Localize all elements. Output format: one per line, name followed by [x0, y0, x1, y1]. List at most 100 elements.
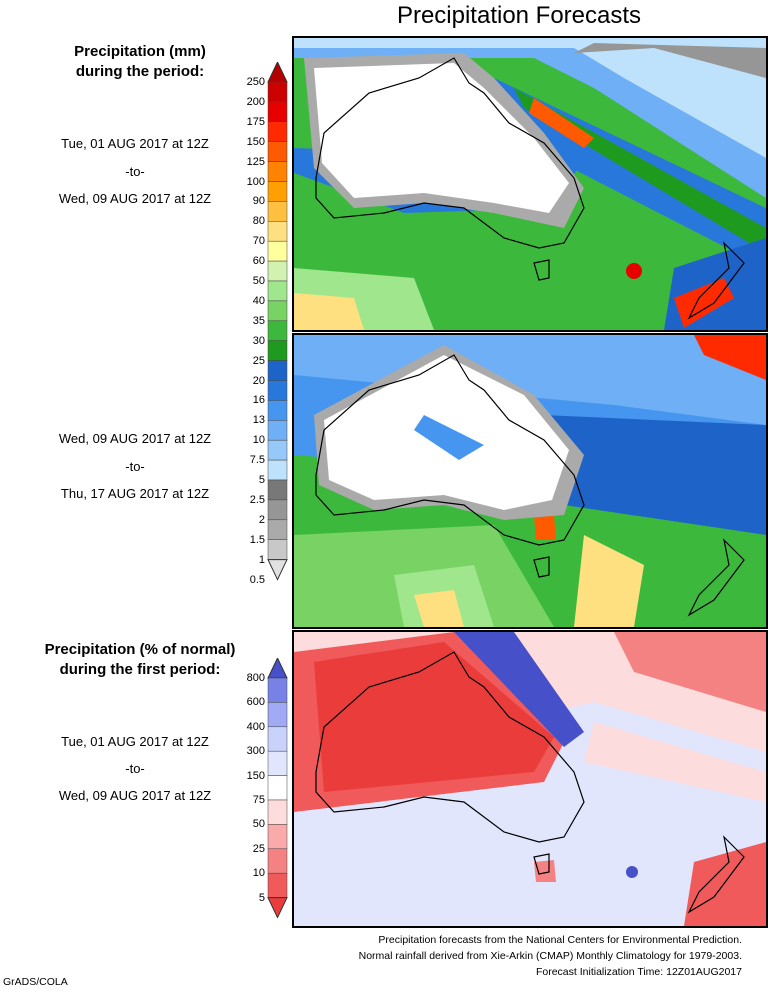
colorbar-mm-swatch	[267, 519, 288, 540]
colorbar-mm-label: 2	[258, 513, 265, 526]
colorbar-mm-label: 40	[252, 294, 265, 307]
colorbar-mm-label: 16	[252, 394, 265, 407]
colorbar-mm-label: 250	[246, 76, 265, 88]
colorbar-mm-swatch	[267, 121, 288, 142]
colorbar-mm-label: 50	[252, 275, 265, 287]
colorbar-pct-swatch	[267, 677, 288, 703]
colorbar-mm-label: 0.5	[249, 573, 265, 586]
colorbar-mm-label: 125	[246, 155, 265, 168]
colorbar-mm-swatch	[267, 380, 288, 401]
colorbar-pct-swatch	[267, 750, 288, 776]
footer-line2: Normal rainfall derived from Xie-Arkin (…	[358, 950, 742, 962]
panel3-heading-line2: during the first period:	[59, 661, 221, 678]
colorbar-mm-swatch	[267, 161, 288, 182]
colorbar-mm-swatch	[267, 240, 288, 262]
colorbar-mm-swatch	[267, 221, 288, 242]
colorbar-mm-label: 200	[246, 95, 265, 108]
colorbar-mm-swatch	[267, 479, 288, 501]
panel1-end: Wed, 09 AUG 2017 at 12Z	[58, 191, 212, 206]
colorbar-mm-label: 80	[252, 215, 265, 228]
colorbar-mm-label: 60	[252, 255, 265, 268]
colorbar-pct-swatch	[267, 702, 288, 728]
footer-notes: Precipitation forecasts from the Nationa…	[359, 932, 742, 980]
colorbar-pct-label: 600	[246, 696, 265, 709]
colorbar-mm-label: 25	[252, 354, 265, 367]
colorbar-mm-swatch	[267, 141, 288, 162]
colorbar-mm-swatch	[267, 459, 288, 481]
colorbar-mm-swatch	[267, 499, 288, 521]
colorbar-pct-swatch	[267, 775, 288, 801]
colorbar-mm-label: 175	[246, 115, 265, 128]
panel1-start: Tue, 01 AUG 2017 at 12Z	[61, 136, 209, 151]
colorbar-mm: 250 200 175 150 125 100 90 80 70 60 50 40 35 30 25 20 16…	[228, 60, 298, 607]
colorbar-pct-label: 300	[246, 745, 265, 758]
colorbar-pct-swatch	[267, 872, 288, 898]
map-panel-percent-normal	[292, 630, 768, 928]
footer-line3: Forecast Initialization Time: 12Z01AUG20…	[535, 966, 742, 978]
colorbar-pct-swatch	[267, 848, 288, 874]
colorbar-mm-label: 100	[246, 175, 265, 188]
colorbar-pct-svg	[267, 656, 288, 919]
colorbar-mm-label: 30	[252, 334, 265, 347]
map-period2-svg	[294, 335, 766, 627]
panel1-heading-line2: during the period:	[75, 63, 205, 80]
colorbar-mm-swatch	[267, 340, 288, 361]
colorbar-pct-label: 25	[252, 842, 265, 855]
map-period1-svg	[294, 38, 766, 330]
colorbar-mm-swatch	[267, 81, 288, 103]
colorbar-pct-bottom-arrow	[267, 897, 288, 919]
colorbar-pct-label: 400	[246, 720, 265, 733]
colorbar-mm-swatch	[267, 260, 288, 282]
colorbar-mm-label: 7.5	[249, 454, 265, 467]
colorbar-pct-label: 50	[252, 818, 265, 831]
colorbar-pct-label: 800	[246, 672, 265, 684]
colorbar-mm-bottom-arrow	[267, 559, 288, 581]
map-panel-period1	[292, 36, 768, 332]
colorbar-mm-label: 13	[252, 414, 265, 427]
colorbar-pct-label: 75	[252, 794, 265, 806]
colorbar-mm-swatch	[267, 101, 288, 123]
colorbar-pct-label: 150	[246, 769, 265, 782]
map-percent-svg	[294, 632, 766, 926]
footer-line1: Precipitation forecasts from the Nationa…	[378, 934, 742, 946]
colorbar-mm-swatch	[267, 420, 288, 441]
panel3-heading: Precipitation (% of normal) during the f…	[20, 640, 260, 680]
colorbar-mm-swatch	[267, 539, 288, 560]
colorbar-mm-swatch	[267, 400, 288, 421]
colorbar-mm-swatch	[267, 320, 288, 341]
colorbar-mm-label: 90	[252, 195, 265, 208]
panel3-sep: -to-	[125, 761, 145, 776]
colorbar-mm-label: 5	[258, 474, 265, 486]
map-panel-period2	[292, 333, 768, 629]
panel2-sep: -to-	[125, 459, 145, 474]
colorbar-mm-swatch	[267, 280, 288, 302]
colorbar-mm-label: 35	[252, 314, 265, 327]
colorbar-pct: 800 600 400 300 150 75 50 25 10 5	[228, 656, 298, 919]
colorbar-mm-swatch	[267, 439, 288, 461]
colorbar-pct-swatch	[267, 799, 288, 825]
colorbar-mm-label: 1	[258, 553, 265, 566]
panel3-start: Tue, 01 AUG 2017 at 12Z	[61, 734, 209, 749]
colorbar-mm-label: 70	[252, 235, 265, 248]
colorbar-pct-label: 5	[258, 891, 265, 904]
colorbar-pct-top-arrow	[267, 656, 288, 679]
colorbar-mm-swatch	[267, 360, 288, 381]
colorbar-mm-swatch	[267, 201, 288, 222]
colorbar-mm-label: 150	[246, 135, 265, 148]
panel2-end: Thu, 17 AUG 2017 at 12Z	[60, 486, 210, 501]
colorbar-mm-label: 20	[252, 374, 265, 387]
colorbar-mm-swatch	[267, 181, 288, 202]
panel1-heading: Precipitation (mm) during the period:	[40, 42, 240, 82]
panel2-start: Wed, 09 AUG 2017 at 12Z	[58, 431, 212, 446]
colorbar-mm-top-arrow	[267, 60, 288, 83]
credit-text: GrADS/COLA	[3, 976, 68, 988]
panel1-heading-line1: Precipitation (mm)	[74, 43, 206, 60]
panel1-sep: -to-	[125, 164, 145, 179]
colorbar-pct-swatch	[267, 726, 288, 752]
page-title: Precipitation Forecasts	[396, 2, 642, 29]
panel3-heading-line1: Precipitation (% of normal)	[44, 641, 236, 658]
colorbar-mm-swatch	[267, 300, 288, 322]
panel3-end: Wed, 09 AUG 2017 at 12Z	[58, 788, 212, 803]
colorbar-pct-label: 10	[252, 867, 265, 880]
colorbar-mm-label: 2.5	[249, 493, 265, 506]
